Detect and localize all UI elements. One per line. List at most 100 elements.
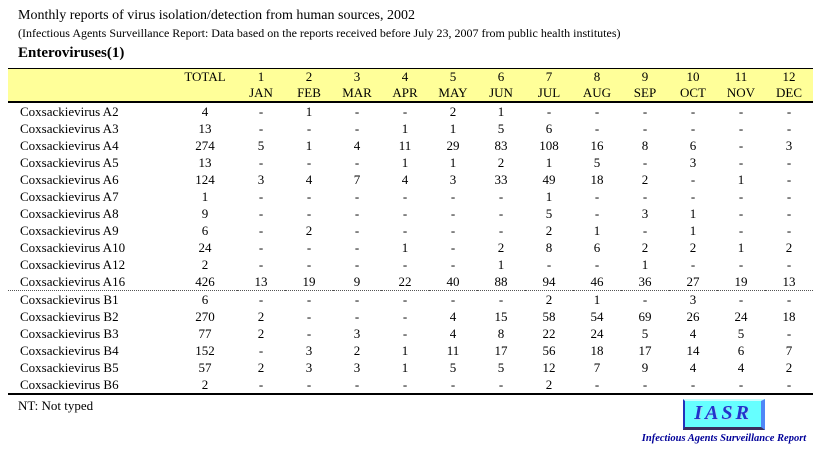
table-row: Coxsackievirus B1 6 - - - - - - 2 1 - 3 …	[8, 290, 813, 308]
month-cell: -	[594, 189, 600, 204]
col-header-month-name: JUL	[525, 85, 573, 103]
month-cell: 3	[257, 172, 265, 187]
month-cell: -	[354, 155, 360, 170]
month-cell: 3	[669, 290, 717, 308]
month-cell: 9	[641, 360, 649, 375]
month-cell: 18	[590, 343, 604, 358]
month-cell: -	[738, 189, 744, 204]
col-header-month-name: SEP	[621, 85, 669, 103]
table-row: Coxsackievirus A6 124 3 4 7 4 3 33 49 18…	[8, 171, 813, 188]
month-cell: -	[429, 290, 477, 308]
virus-name: Coxsackievirus B3	[20, 326, 119, 341]
month-cell: 8	[545, 240, 553, 255]
col-header-month-name: JAN	[237, 85, 285, 103]
month-cell: -	[594, 206, 600, 221]
month-cell: -	[738, 206, 744, 221]
month-cell: -	[738, 377, 744, 392]
month-cell: -	[786, 172, 792, 187]
month-cell: 7	[785, 343, 793, 358]
month-cell: 3	[641, 206, 649, 221]
month-cell: -	[354, 104, 360, 119]
iasr-logo[interactable]: IASR	[683, 399, 765, 430]
col-header-month-name: AUG	[573, 85, 621, 103]
month-cell: -	[786, 104, 792, 119]
month-cell: 1	[593, 223, 601, 238]
month-cell: -	[498, 189, 504, 204]
virus-name: Coxsackievirus A3	[20, 121, 119, 136]
month-cell: -	[354, 223, 360, 238]
month-cell: 6	[593, 240, 601, 255]
month-cell: 2	[497, 155, 505, 170]
month-cell: 17	[638, 343, 652, 358]
month-cell: -	[306, 121, 312, 136]
month-cell: -	[354, 257, 360, 272]
header-row-numbers: TOTAL 1 2 3 4 5 6 7 8 9 10 11 12	[8, 68, 813, 85]
month-cell: -	[690, 104, 696, 119]
iasr-logo-caption[interactable]: Infectious Agents Surveillance Report	[641, 433, 807, 444]
month-cell: -	[354, 309, 360, 324]
month-cell: 1	[689, 206, 697, 221]
month-cell: 22	[542, 326, 556, 341]
month-cell: -	[258, 240, 264, 255]
month-cell: 5	[497, 360, 505, 375]
month-cell: 36	[638, 274, 652, 289]
month-cell: -	[333, 290, 381, 308]
table-row: Coxsackievirus A10 24 - - - 1 - 2 8 6 2 …	[8, 239, 813, 256]
col-header-month-number: 4	[381, 68, 429, 85]
month-cell: -	[642, 121, 648, 136]
month-cell: 2	[449, 104, 457, 119]
total-cell: 6	[173, 290, 237, 308]
month-cell: -	[354, 121, 360, 136]
col-header-total-spacer	[173, 85, 237, 103]
month-cell: 9	[353, 274, 361, 289]
virus-monthly-table: TOTAL 1 2 3 4 5 6 7 8 9 10 11 12 JAN FEB…	[8, 68, 813, 395]
table-row: Coxsackievirus A2 4 - 1 - - 2 1 - - - - …	[8, 102, 813, 120]
month-cell: 1	[497, 104, 505, 119]
col-header-virus	[8, 68, 173, 85]
virus-name: Coxsackievirus A7	[20, 189, 119, 204]
virus-name: Coxsackievirus A2	[20, 104, 119, 119]
month-cell: 11	[398, 138, 412, 153]
month-cell: -	[354, 189, 360, 204]
month-cell: -	[786, 257, 792, 272]
month-cell: 1	[737, 240, 745, 255]
month-cell: -	[306, 326, 312, 341]
table-row: Coxsackievirus B2 270 2 - - - 4 15 58 54…	[8, 308, 813, 325]
month-cell: 18	[782, 309, 796, 324]
month-cell: 4	[689, 326, 697, 341]
month-cell: 1	[449, 155, 457, 170]
month-cell: -	[786, 155, 792, 170]
total-cell: 77	[198, 326, 212, 341]
col-header-month-number: 7	[525, 68, 573, 85]
month-cell: 5	[545, 206, 553, 221]
total-cell: 1	[201, 189, 209, 204]
total-cell: 124	[195, 172, 215, 187]
month-cell: -	[765, 290, 813, 308]
col-header-month-number: 9	[621, 68, 669, 85]
month-cell: 1	[545, 155, 553, 170]
month-cell: 5	[593, 155, 601, 170]
month-cell: -	[258, 189, 264, 204]
month-cell: 7	[593, 360, 601, 375]
month-cell: -	[786, 326, 792, 341]
month-cell: -	[306, 377, 312, 392]
month-cell: 17	[494, 343, 508, 358]
virus-name: Coxsackievirus A9	[20, 223, 119, 238]
total-cell: 9	[201, 206, 209, 221]
month-cell: 33	[494, 172, 508, 187]
virus-name: Coxsackievirus A16	[20, 274, 126, 289]
page-subtitle: (Infectious Agents Surveillance Report: …	[18, 26, 621, 40]
table-row: Coxsackievirus B6 2 - - - - - - 2 - - - …	[8, 376, 813, 394]
month-cell: -	[642, 155, 648, 170]
month-cell: -	[402, 223, 408, 238]
month-cell: 6	[737, 343, 745, 358]
col-header-month-number: 12	[765, 68, 813, 85]
total-cell: 4	[201, 104, 209, 119]
section-title: Enteroviruses(1)	[18, 45, 125, 61]
month-cell: -	[546, 257, 552, 272]
month-cell: -	[738, 121, 744, 136]
month-cell: -	[285, 290, 333, 308]
month-cell: -	[258, 104, 264, 119]
month-cell: -	[381, 290, 429, 308]
virus-name: Coxsackievirus A6	[20, 172, 119, 187]
